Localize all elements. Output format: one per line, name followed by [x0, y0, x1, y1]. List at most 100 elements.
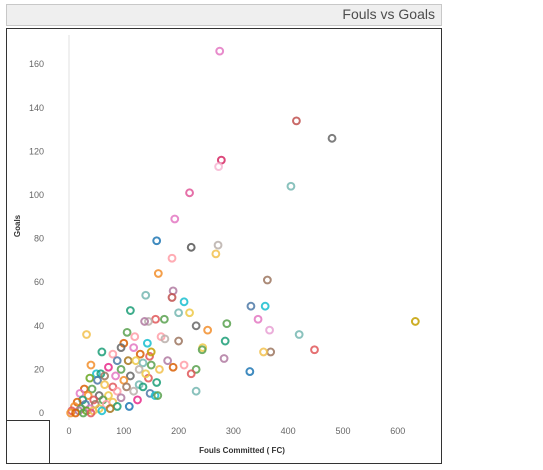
- data-point[interactable]: [163, 356, 173, 366]
- data-point[interactable]: [125, 306, 135, 315]
- data-point[interactable]: [262, 275, 272, 285]
- data-point[interactable]: [124, 402, 134, 411]
- y-tick-label: 160: [29, 59, 44, 69]
- data-point[interactable]: [292, 116, 301, 126]
- data-point[interactable]: [410, 317, 420, 326]
- data-point[interactable]: [213, 240, 223, 250]
- data-point[interactable]: [197, 345, 207, 355]
- data-point[interactable]: [112, 402, 122, 411]
- data-point[interactable]: [153, 391, 163, 400]
- data-point[interactable]: [152, 236, 162, 246]
- data-point[interactable]: [108, 349, 118, 359]
- y-tick-label: 100: [29, 190, 44, 200]
- data-point[interactable]: [86, 408, 96, 418]
- data-point[interactable]: [211, 249, 221, 259]
- data-point[interactable]: [185, 308, 194, 318]
- data-point[interactable]: [215, 46, 225, 56]
- data-point[interactable]: [151, 314, 160, 324]
- data-point[interactable]: [203, 325, 213, 335]
- data-point[interactable]: [214, 162, 224, 172]
- data-point[interactable]: [174, 336, 184, 346]
- data-point[interactable]: [146, 360, 156, 370]
- data-point[interactable]: [93, 375, 102, 385]
- data-point[interactable]: [144, 317, 153, 326]
- data-point[interactable]: [145, 351, 154, 361]
- data-point[interactable]: [146, 347, 156, 357]
- data-point[interactable]: [130, 332, 140, 342]
- data-point[interactable]: [220, 336, 230, 346]
- data-point[interactable]: [122, 327, 132, 337]
- data-point[interactable]: [155, 365, 164, 374]
- data-point[interactable]: [131, 356, 141, 366]
- data-point[interactable]: [140, 317, 150, 326]
- data-point[interactable]: [168, 362, 178, 372]
- data-point[interactable]: [266, 347, 276, 357]
- data-point[interactable]: [116, 343, 126, 353]
- data-point[interactable]: [153, 269, 163, 278]
- data-point[interactable]: [294, 330, 304, 339]
- data-point[interactable]: [142, 338, 152, 348]
- data-point[interactable]: [186, 242, 196, 252]
- data-point[interactable]: [160, 334, 170, 344]
- data-point[interactable]: [286, 181, 296, 191]
- data-point[interactable]: [167, 293, 177, 302]
- data-point[interactable]: [122, 382, 131, 392]
- data-point[interactable]: [82, 330, 91, 339]
- data-point[interactable]: [265, 325, 274, 335]
- data-point[interactable]: [174, 308, 184, 318]
- data-point[interactable]: [97, 347, 107, 357]
- x-tick-label: 200: [171, 426, 186, 436]
- data-point[interactable]: [108, 382, 118, 392]
- data-point[interactable]: [152, 378, 162, 387]
- data-point[interactable]: [141, 369, 151, 379]
- data-point[interactable]: [116, 365, 126, 374]
- data-point[interactable]: [167, 253, 177, 263]
- data-point[interactable]: [191, 386, 201, 396]
- data-point[interactable]: [125, 371, 135, 381]
- data-point[interactable]: [222, 319, 232, 329]
- data-point[interactable]: [179, 297, 189, 307]
- data-point[interactable]: [112, 356, 122, 366]
- data-point[interactable]: [170, 214, 180, 224]
- data-point[interactable]: [104, 362, 113, 372]
- data-point[interactable]: [66, 408, 76, 418]
- data-point[interactable]: [253, 314, 263, 324]
- data-point[interactable]: [327, 133, 337, 143]
- data-point[interactable]: [186, 369, 196, 379]
- data-point[interactable]: [191, 365, 201, 374]
- data-point[interactable]: [135, 349, 145, 359]
- data-point[interactable]: [83, 391, 93, 400]
- data-point[interactable]: [111, 371, 120, 381]
- data-point[interactable]: [89, 395, 99, 405]
- data-point[interactable]: [97, 406, 107, 416]
- data-point[interactable]: [259, 347, 268, 357]
- data-point[interactable]: [191, 321, 201, 331]
- data-point[interactable]: [100, 371, 110, 381]
- data-point[interactable]: [87, 384, 97, 394]
- data-point[interactable]: [185, 188, 194, 198]
- data-point[interactable]: [138, 382, 148, 392]
- title-bar: Fouls vs Goals: [6, 4, 442, 26]
- data-point[interactable]: [100, 380, 110, 390]
- data-point[interactable]: [129, 386, 139, 396]
- data-point[interactable]: [86, 360, 96, 370]
- data-point[interactable]: [112, 386, 122, 396]
- data-point[interactable]: [104, 391, 113, 400]
- data-point[interactable]: [85, 373, 95, 383]
- data-point[interactable]: [219, 354, 229, 363]
- data-point[interactable]: [116, 393, 126, 403]
- data-point[interactable]: [134, 365, 144, 374]
- data-point[interactable]: [245, 367, 255, 376]
- data-point[interactable]: [138, 358, 148, 368]
- data-point[interactable]: [123, 356, 133, 366]
- data-point[interactable]: [129, 343, 139, 353]
- data-point[interactable]: [159, 314, 169, 324]
- data-point[interactable]: [310, 345, 319, 355]
- data-point[interactable]: [133, 395, 142, 405]
- data-point[interactable]: [141, 290, 151, 300]
- chart-title: Fouls vs Goals: [342, 6, 435, 22]
- data-point[interactable]: [179, 360, 189, 370]
- data-point[interactable]: [246, 301, 256, 311]
- data-point[interactable]: [260, 301, 270, 311]
- data-point[interactable]: [105, 404, 115, 414]
